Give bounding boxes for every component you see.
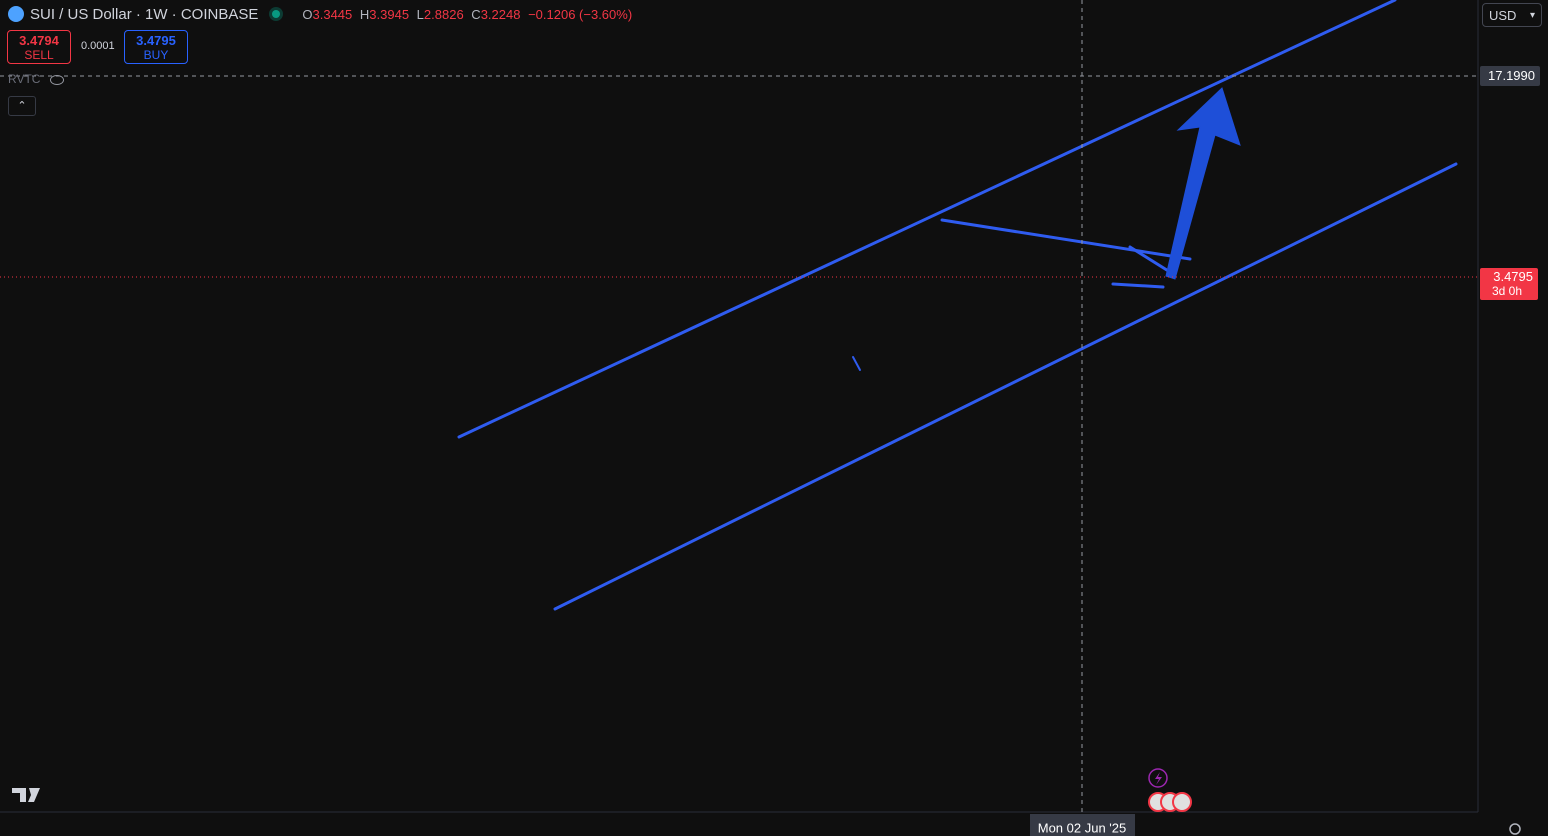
ohlc-key: H — [359, 6, 370, 22]
ohlc-value: 3.3445 — [312, 6, 353, 22]
last-price: 3.4795 — [1493, 269, 1533, 284]
channel-lower — [553, 162, 1458, 611]
logo — [12, 788, 40, 802]
crosshair-price-box — [1480, 66, 1540, 86]
support-line — [1111, 282, 1165, 289]
ohlc-key: L — [416, 6, 424, 22]
collapse-button[interactable]: ⌃ — [8, 96, 36, 116]
drawings — [457, 0, 1458, 611]
ohlc-key: O — [302, 6, 313, 22]
buy-price: 3.4795 — [136, 33, 176, 48]
crosshair-date: Mon 02 Jun '25 — [1038, 820, 1127, 835]
indicator[interactable]: RVTC — [8, 72, 64, 86]
trend-line — [1128, 245, 1172, 274]
sell-button[interactable]: 3.4794 SELL — [7, 30, 71, 64]
change: −0.1206 (−3.60%) — [528, 6, 633, 22]
ohlc-value: 3.2248 — [480, 6, 521, 22]
indicator-name: RVTC — [8, 72, 41, 86]
symbol-icon — [8, 6, 24, 22]
settings-icon[interactable] — [1509, 823, 1521, 835]
ohlc-value: 3.3945 — [369, 6, 410, 22]
visibility-icon[interactable] — [49, 74, 64, 85]
last-price-box — [1480, 268, 1538, 300]
market-status — [272, 10, 281, 18]
channel-upper — [457, 0, 1397, 439]
ohlc-value: 2.8826 — [423, 6, 464, 22]
legend: SUI / US Dollar · 1W · COINBASE O3.3445 … — [8, 4, 632, 24]
marker-line — [852, 356, 861, 371]
time-axis-panel — [0, 812, 1478, 836]
trend-line — [940, 218, 1192, 261]
economic-event[interactable] — [1172, 792, 1192, 812]
event-icon-bolt — [1155, 772, 1162, 785]
crosshair-price: 17.1990 — [1488, 68, 1535, 83]
currency-select[interactable]: USD ▾ — [1482, 3, 1542, 27]
dropdown-caret: ▾ — [1529, 10, 1535, 21]
sell-label: SELL — [24, 48, 54, 62]
price-axis-panel — [1478, 0, 1548, 836]
projection-arrow — [1165, 87, 1241, 280]
sell-price: 3.4794 — [19, 33, 59, 48]
buy-button[interactable]: 3.4795 BUY — [124, 30, 188, 64]
crosshair-date-box — [1030, 814, 1135, 836]
bar-countdown: 3d 0h — [1492, 284, 1522, 298]
currency: USD — [1489, 8, 1517, 23]
spread: 0.0001 — [81, 40, 115, 52]
ohlc-key: C — [471, 6, 481, 22]
buy-label: BUY — [143, 48, 169, 62]
ohlc: O3.3445 H3.3945 L2.8826 C3.2248 −0.1206 … — [298, 7, 632, 22]
symbol-title: SUI / US Dollar · 1W · COINBASE — [30, 5, 259, 23]
